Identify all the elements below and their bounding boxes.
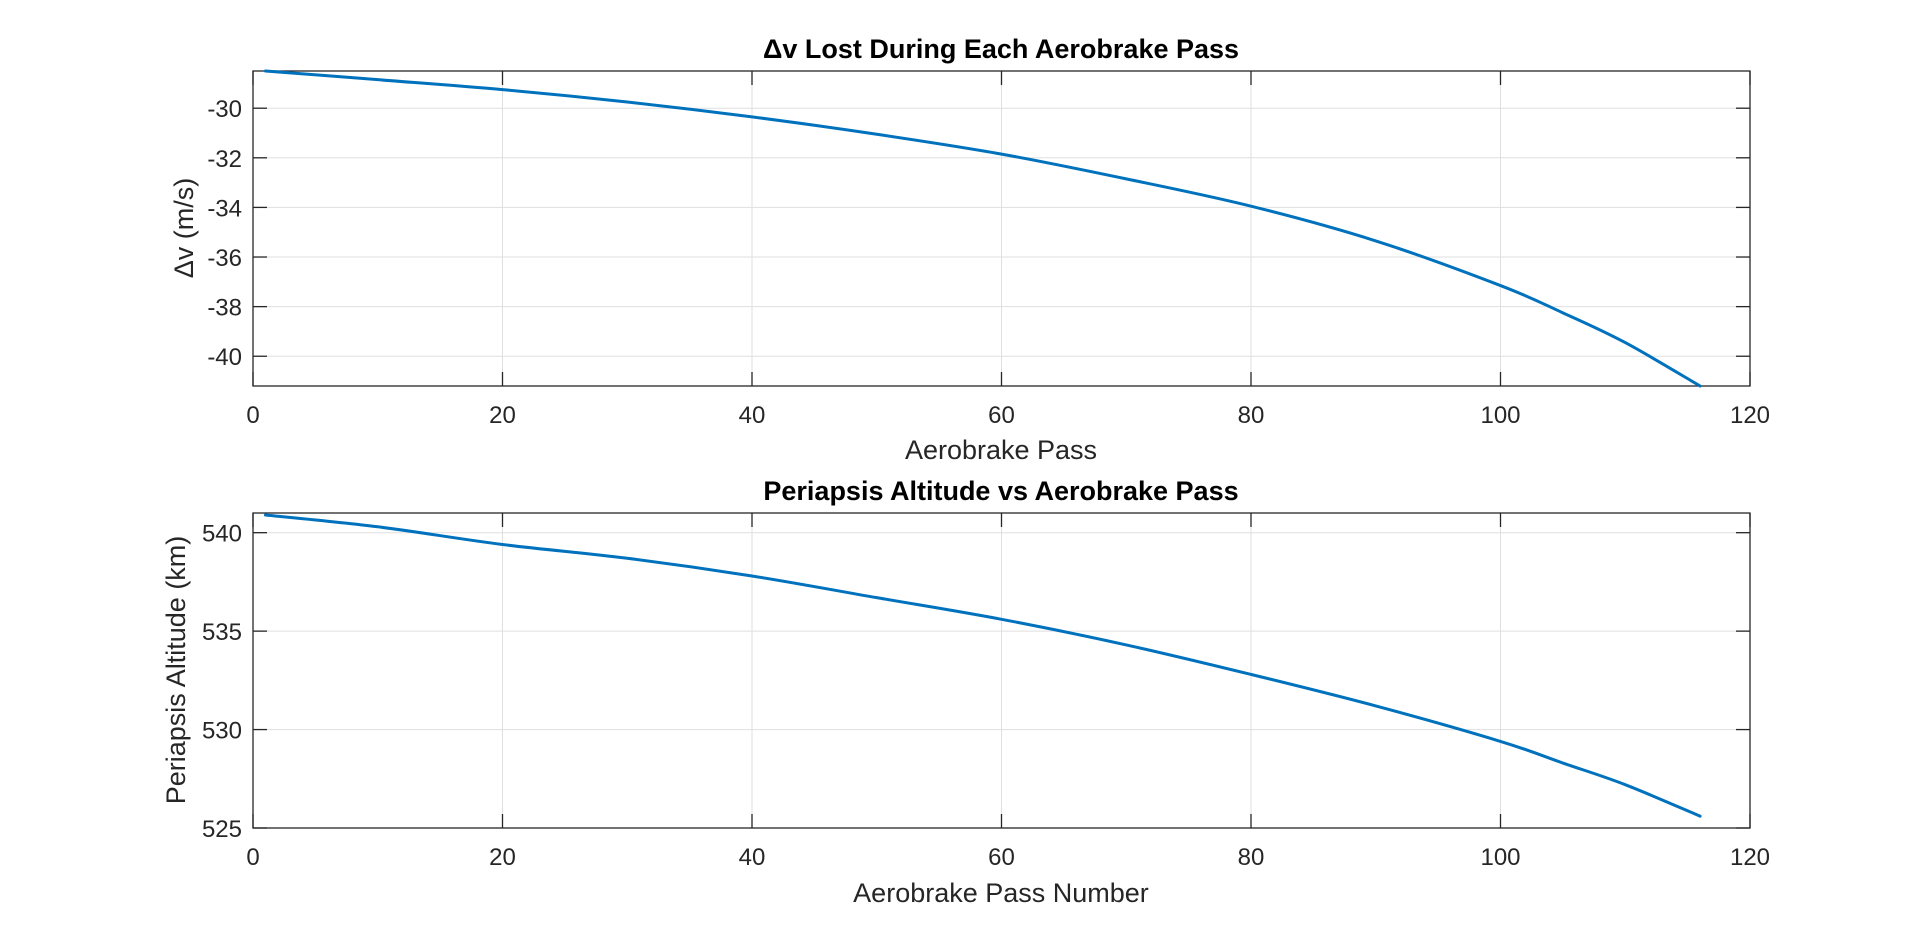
- y-tick-label: -30: [207, 96, 242, 123]
- y-tick-label: -38: [207, 295, 242, 322]
- x-tick-label: 100: [1480, 844, 1520, 871]
- y-tick-label: -40: [207, 344, 242, 371]
- y-axis-label: Periapsis Altitude (km): [161, 536, 191, 805]
- chart-title: Δv Lost During Each Aerobrake Pass: [763, 34, 1239, 64]
- x-tick-label: 120: [1730, 402, 1770, 429]
- x-tick-label: 40: [739, 402, 766, 429]
- x-tick-label: 0: [246, 844, 259, 871]
- x-tick-label: 60: [988, 844, 1015, 871]
- y-tick-label: 540: [202, 521, 242, 548]
- y-tick-label: -34: [207, 195, 242, 222]
- y-tick-label: 525: [202, 816, 242, 843]
- series-line: [263, 69, 1702, 388]
- ticks: 0 20 40 60 80 100 120 -40 -38 -36 -34 -32 -30: [207, 71, 1770, 429]
- series-line: [263, 513, 1702, 818]
- x-tick-label: 100: [1480, 402, 1520, 429]
- x-tick-label: 20: [489, 402, 516, 429]
- x-tick-label: 80: [1238, 844, 1265, 871]
- y-tick-label: -36: [207, 245, 242, 272]
- chart-delta-v: 0 20 40 60 80 100 120 -40 -38 -36 -34 -32 -30 Δv Los…: [169, 34, 1770, 465]
- grid: [253, 71, 1750, 386]
- x-tick-label: 0: [246, 402, 259, 429]
- y-axis-label: Δv (m/s): [169, 178, 199, 279]
- ticks: 0 20 40 60 80 100 120 525 530 535 540: [202, 513, 1770, 871]
- x-tick-label: 20: [489, 844, 516, 871]
- x-tick-label: 60: [988, 402, 1015, 429]
- y-tick-label: -32: [207, 146, 242, 173]
- x-tick-label: 120: [1730, 844, 1770, 871]
- x-tick-label: 80: [1238, 402, 1265, 429]
- grid: [253, 513, 1750, 828]
- x-tick-label: 40: [739, 844, 766, 871]
- x-axis-label: Aerobrake Pass: [905, 435, 1097, 465]
- y-tick-label: 535: [202, 619, 242, 646]
- y-tick-label: 530: [202, 718, 242, 745]
- x-axis-label: Aerobrake Pass Number: [853, 878, 1149, 908]
- chart-periapsis-altitude: 0 20 40 60 80 100 120 525 530 535 540 Periapsis Al…: [161, 476, 1770, 908]
- chart-title: Periapsis Altitude vs Aerobrake Pass: [763, 476, 1238, 506]
